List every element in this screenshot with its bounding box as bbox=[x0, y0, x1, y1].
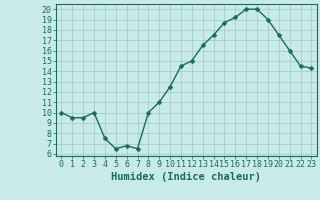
X-axis label: Humidex (Indice chaleur): Humidex (Indice chaleur) bbox=[111, 172, 261, 182]
